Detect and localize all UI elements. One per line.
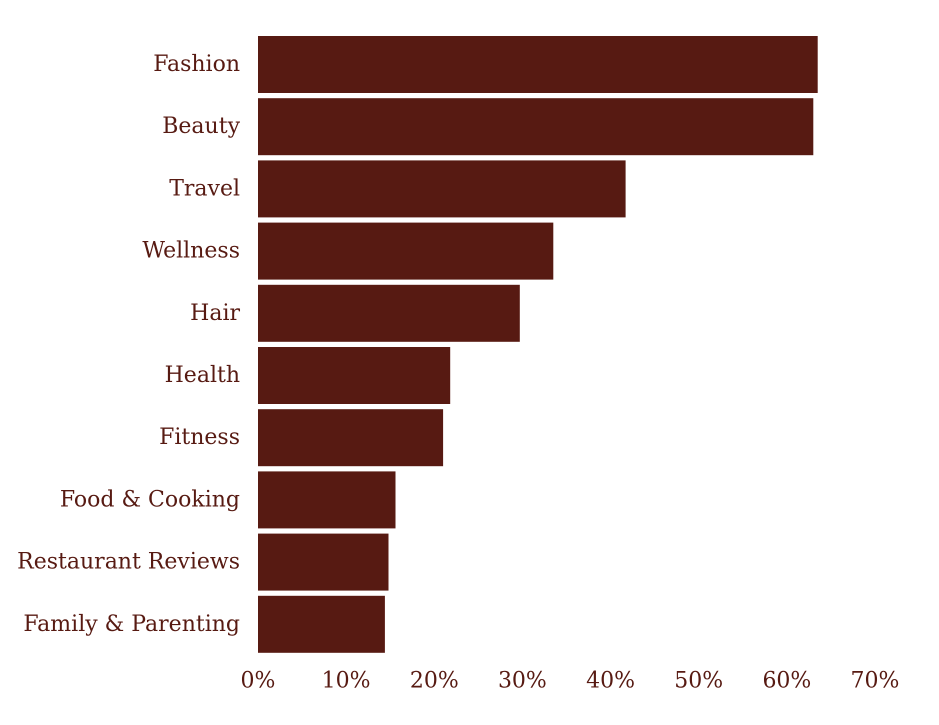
category-label: Hair: [190, 301, 240, 326]
x-tick-label: 20%: [410, 669, 459, 694]
bar: [258, 533, 389, 591]
bar: [258, 409, 444, 467]
bar: [258, 98, 814, 156]
x-tick-label: 10%: [322, 669, 371, 694]
bar: [258, 284, 520, 342]
category-label: Restaurant Reviews: [17, 550, 240, 575]
bars-group: [258, 36, 818, 653]
x-tick-labels-group: 0% 10% 20% 30% 40% 50% 60% 70%: [241, 669, 900, 694]
category-label: Family & Parenting: [23, 612, 240, 637]
category-label: Health: [165, 363, 240, 388]
x-tick-label: 30%: [498, 669, 547, 694]
x-tick-label: 0%: [241, 669, 276, 694]
x-tick-label: 40%: [586, 669, 635, 694]
x-tick-label: 70%: [851, 669, 900, 694]
category-label: Fashion: [153, 52, 240, 77]
category-label: Food & Cooking: [60, 487, 240, 512]
category-label: Wellness: [142, 239, 240, 264]
bar: [258, 595, 385, 653]
bar: [258, 36, 818, 93]
bar: [258, 471, 396, 529]
bar: [258, 347, 451, 404]
category-labels-group: Fashion Beauty Travel Wellness Hair Health Fit…: [17, 52, 240, 637]
bar: [258, 160, 626, 218]
x-tick-label: 60%: [762, 669, 811, 694]
category-label: Fitness: [159, 425, 240, 450]
x-tick-label: 50%: [674, 669, 723, 694]
category-label: Travel: [169, 176, 240, 201]
bar: [258, 222, 554, 280]
category-label: Beauty: [162, 114, 240, 139]
